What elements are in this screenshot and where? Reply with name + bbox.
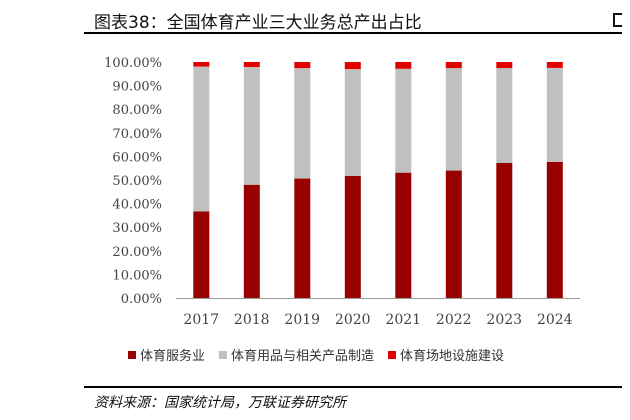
bar-segment-2018-0 xyxy=(243,184,260,298)
legend-swatch xyxy=(388,350,397,359)
y-axis-labels: 0.00% 10.00% 20.00% 30.00% 40.00% 50.00% 60.00… xyxy=(104,56,162,307)
legend-item-2: 体育场地设施建设 xyxy=(388,345,504,364)
y-tick-label: 60.00% xyxy=(112,150,162,165)
bar-segment-2021-1 xyxy=(395,68,412,173)
bar-segment-2017-1 xyxy=(193,66,210,212)
bar-segment-2023-1 xyxy=(496,68,513,163)
y-tick-label: 10.00% xyxy=(112,268,162,283)
bar-segment-2017-0 xyxy=(193,211,210,298)
x-tick-label: 2020 xyxy=(335,312,371,328)
source-note: 资料来源：国家统计局，万联证券研究所 xyxy=(94,395,346,411)
x-tick-label: 2022 xyxy=(436,312,472,328)
legend-item-0: 体育服务业 xyxy=(128,345,205,364)
legend-label: 体育场地设施建设 xyxy=(400,349,505,364)
bar-segment-2020-2 xyxy=(344,62,361,70)
x-axis-labels: 2017 2018 2019 2020 2021 2022 2023 2024 xyxy=(183,312,572,328)
x-tick-label: 2023 xyxy=(486,312,522,328)
bar-segment-2017-2 xyxy=(193,62,210,67)
legend-label: 体育用品与相关产品制造 xyxy=(231,349,375,364)
bar-segment-2021-2 xyxy=(395,62,412,69)
bar-segment-2021-0 xyxy=(395,172,412,298)
bar-segment-2023-2 xyxy=(496,62,513,69)
footer-divider xyxy=(84,386,622,388)
bar-segment-2019-0 xyxy=(294,178,311,298)
x-tick-label: 2017 xyxy=(183,312,219,328)
bar-segment-2019-1 xyxy=(294,68,311,179)
y-tick-label: 70.00% xyxy=(112,127,162,142)
bar-segment-2023-0 xyxy=(496,163,513,298)
chart-title: 图表38：全国体育产业三大业务总产出占比 xyxy=(94,13,422,33)
legend-swatch xyxy=(128,350,136,359)
bar-segment-2018-2 xyxy=(243,62,260,67)
y-tick-label: 30.00% xyxy=(112,221,162,236)
y-tick-label: 100.00% xyxy=(104,56,162,71)
bars xyxy=(193,62,563,298)
bar-segment-2024-2 xyxy=(546,62,563,68)
x-tick-label: 2024 xyxy=(537,312,573,328)
y-tick-label: 40.00% xyxy=(112,198,162,213)
y-tick-label: 80.00% xyxy=(112,103,162,118)
legend-item-1: 体育用品与相关产品制造 xyxy=(219,345,374,364)
title-bracket-mark xyxy=(613,13,622,27)
bar-segment-2022-1 xyxy=(445,68,462,171)
bar-segment-2020-1 xyxy=(344,69,361,176)
legend-swatch xyxy=(219,350,228,359)
y-tick-label: 0.00% xyxy=(121,292,162,307)
bar-segment-2022-0 xyxy=(445,170,462,298)
bar-segment-2024-1 xyxy=(546,67,563,162)
y-tick-label: 20.00% xyxy=(112,245,162,260)
x-tick-label: 2018 xyxy=(234,312,270,328)
bar-segment-2024-0 xyxy=(546,161,563,298)
title-bar: 图表38：全国体育产业三大业务总产出占比 xyxy=(84,4,622,34)
stacked-bar-chart: 0.00% 10.00% 20.00% 30.00% 40.00% 50.00% 60.00… xyxy=(104,56,580,328)
legend: 体育服务业 体育用品与相关产品制造 体育场地设施建设 xyxy=(128,345,504,364)
bar-segment-2018-1 xyxy=(243,67,260,185)
bar-segment-2020-0 xyxy=(344,176,361,298)
y-tick-label: 50.00% xyxy=(112,174,162,189)
legend-label: 体育服务业 xyxy=(140,349,206,364)
y-tick-label: 90.00% xyxy=(112,80,162,95)
bar-segment-2022-2 xyxy=(445,62,462,69)
x-tick-label: 2021 xyxy=(385,312,421,328)
bar-segment-2019-2 xyxy=(294,62,311,69)
x-tick-label: 2019 xyxy=(284,312,320,328)
